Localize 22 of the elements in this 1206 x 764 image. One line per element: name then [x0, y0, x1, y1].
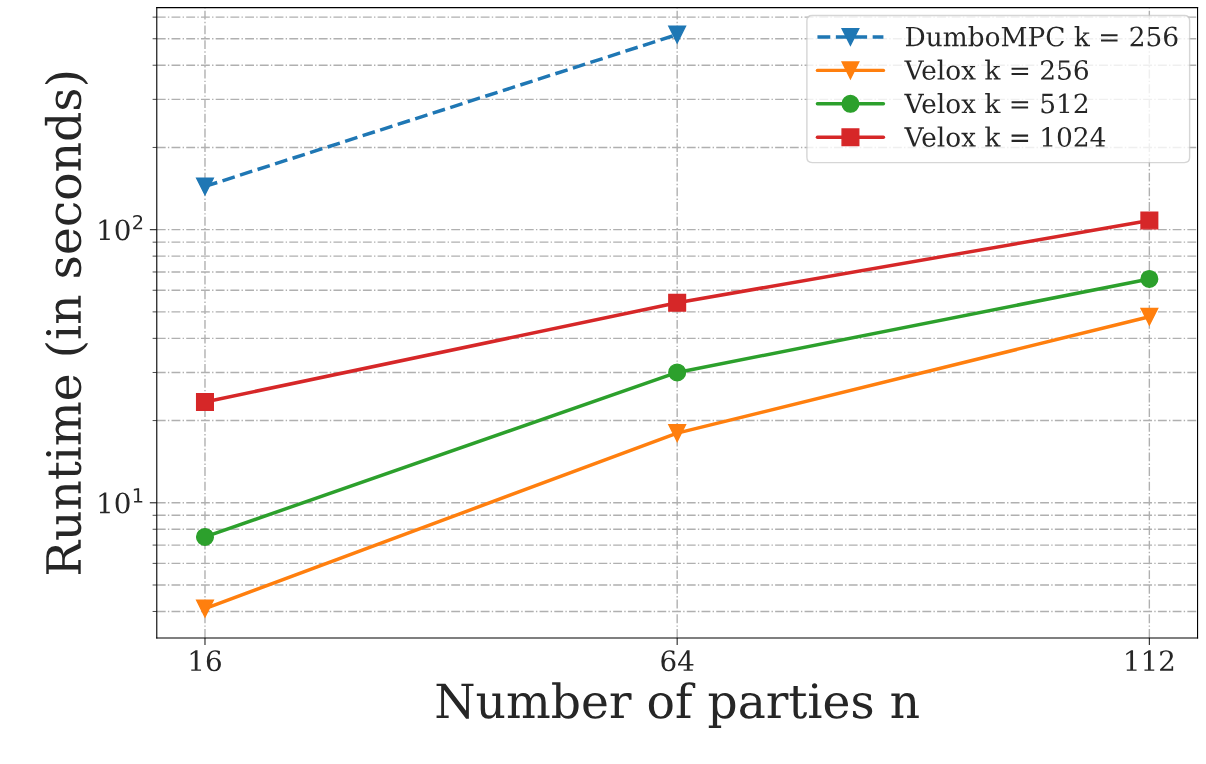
point: [195, 177, 215, 196]
point: [1140, 307, 1159, 326]
x-tick-label: 112: [1126, 650, 1174, 671]
point: [668, 293, 687, 312]
y-axis-title: Runtime (in seconds): [44, 72, 89, 574]
x-tick-label: 64: [661, 650, 694, 672]
y-tick-label: 10$^{1}$: [99, 488, 143, 514]
y-tick-label: 10$^{2}$: [99, 214, 143, 241]
legend-label: Velox k = 512: [904, 93, 1088, 114]
point: [195, 392, 215, 411]
point: [195, 527, 215, 546]
point: [195, 599, 215, 618]
point: [668, 424, 687, 443]
x-tick-label: 16: [190, 650, 221, 672]
legend-label: Velox k = 1024: [904, 126, 1106, 147]
point: [668, 363, 687, 382]
point: [1140, 211, 1159, 230]
point: [1140, 269, 1159, 288]
legend-label: DumboMPC k = 256: [905, 26, 1178, 47]
legend-label: Velox k = 256: [904, 59, 1088, 80]
point: [668, 25, 687, 44]
x-axis-title: Number of parties n: [436, 682, 919, 728]
